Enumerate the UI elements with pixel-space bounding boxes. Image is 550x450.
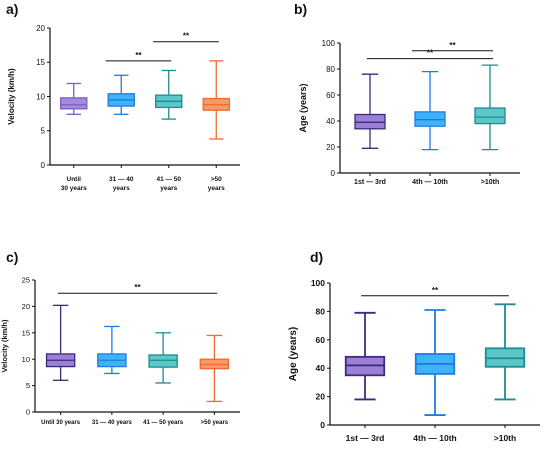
x-tick-label: 41 — 50 years	[143, 420, 184, 426]
x-tick-label: Until 30 years	[61, 176, 87, 192]
y-tick-label: 5	[26, 381, 30, 390]
panel-label: c)	[6, 249, 18, 265]
x-tick-label: Until 30 years	[41, 420, 81, 426]
y-tick-label: 20	[22, 302, 30, 311]
box-plot-1	[45, 304, 76, 381]
box-plot-1	[344, 311, 386, 401]
significance-label: **	[449, 41, 456, 50]
y-tick-label: 0	[320, 420, 325, 430]
panel-label: b)	[294, 1, 307, 17]
y-tick-label: 0	[331, 169, 336, 178]
x-tick-label: >50 years	[208, 176, 225, 192]
y-tick-label: 0	[41, 161, 46, 170]
chart-panel-4: d) 0 20 40 60 80 100 Age (years) 1st — 3rd 4th — …	[288, 249, 540, 443]
y-axis-title: Age (years)	[288, 327, 299, 381]
y-tick-label: 40	[326, 117, 335, 126]
x-tick-label: 4th — 10th	[413, 433, 456, 443]
y-tick-label: 15	[36, 58, 45, 67]
chart-panel-1: a) 0 5 10 15 20 Velocity (km/h) Until 30 years 31…	[6, 1, 240, 192]
y-tick-label: 60	[326, 91, 335, 100]
y-tick-label: 40	[316, 363, 326, 373]
box-plot-1	[354, 73, 386, 149]
y-tick-label: 80	[326, 65, 335, 74]
panel-label: a)	[6, 1, 18, 17]
y-axis-title: Velocity (km/h)	[7, 68, 16, 125]
x-tick-label: 31 — 40 years	[109, 176, 134, 192]
y-tick-label: 10	[22, 355, 30, 364]
box-plot-2	[97, 325, 127, 375]
significance-label: **	[432, 286, 439, 295]
box-plot-4	[199, 334, 230, 403]
box-plot-4	[202, 60, 230, 140]
box-plot-2	[107, 74, 135, 115]
y-tick-label: 0	[26, 408, 30, 417]
x-tick-label: 31 — 40 years	[92, 420, 133, 426]
x-tick-label: 1st — 3rd	[354, 179, 386, 186]
y-tick-label: 100	[322, 39, 336, 48]
box-plot-3	[474, 64, 506, 151]
box-plot-1	[60, 82, 88, 115]
box-plot-2	[414, 70, 446, 151]
y-tick-label: 5	[41, 127, 46, 136]
significance-label: **	[134, 283, 141, 292]
x-tick-label: >10th	[481, 179, 499, 186]
y-tick-label: 60	[316, 335, 326, 345]
y-axis-title: Velocity (km/h)	[0, 319, 9, 372]
significance-label: **	[183, 32, 190, 41]
box-plot-2	[414, 309, 456, 416]
y-axis-title: Age (years)	[298, 83, 308, 132]
box-plot-3	[155, 69, 183, 120]
box-plot-3	[484, 303, 526, 401]
x-tick-label: 1st — 3rd	[346, 433, 385, 443]
y-tick-label: 80	[316, 306, 326, 316]
panel-label: d)	[310, 249, 323, 265]
y-tick-label: 10	[36, 92, 45, 101]
x-tick-label: 4th — 10th	[412, 179, 448, 186]
y-tick-label: 15	[22, 328, 30, 337]
significance-label: **	[135, 51, 142, 60]
chart-panel-2: b) 0 20 40 60 80 100 Age (years) 1st — 3rd 4th — …	[294, 1, 520, 186]
y-tick-label: 20	[316, 392, 326, 402]
significance-label: **	[427, 49, 434, 58]
iqr-box	[474, 107, 506, 125]
y-tick-label: 20	[36, 24, 45, 33]
y-tick-label: 25	[22, 276, 30, 285]
y-tick-label: 100	[311, 278, 325, 288]
x-tick-label: >50 years	[201, 420, 229, 426]
box-plot-3	[148, 332, 178, 384]
y-tick-label: 20	[326, 143, 335, 152]
iqr-box	[148, 354, 178, 368]
chart-panel-3: c) 0 5 10 15 20 25 Velocity (km/h) Until 30 year…	[0, 249, 240, 426]
iqr-box	[60, 97, 88, 110]
x-tick-label: 41 — 50 years	[156, 176, 181, 192]
x-tick-label: >10th	[494, 433, 516, 443]
